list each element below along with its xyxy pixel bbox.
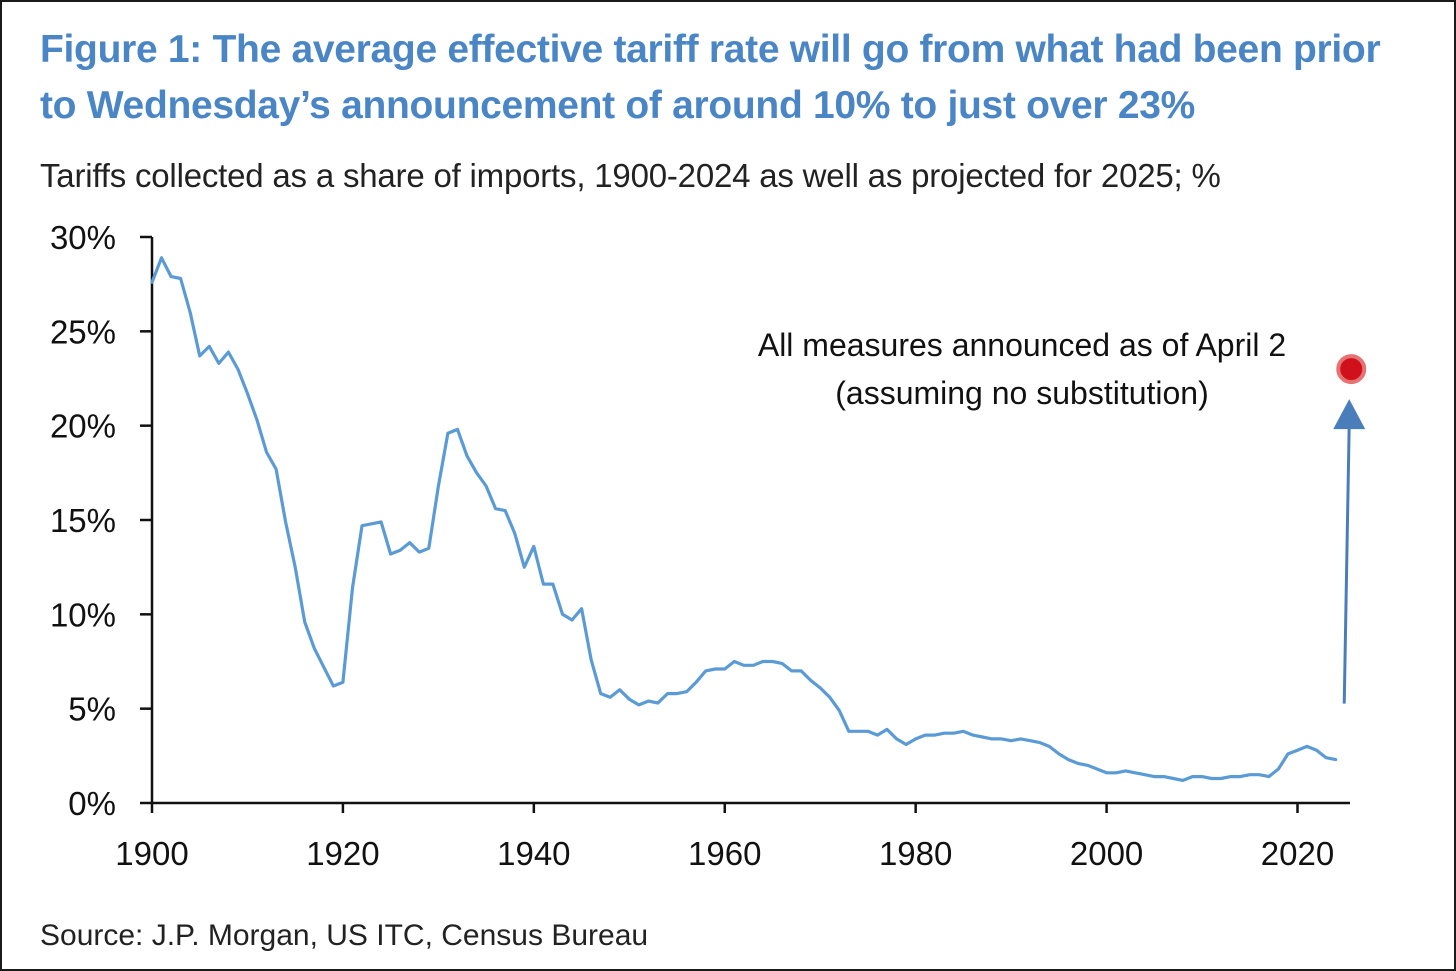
x-tick-label: 1980 — [879, 835, 952, 872]
title-line-1: Figure 1: The average effective tariff r… — [40, 28, 1381, 71]
x-tick-label: 1960 — [688, 835, 761, 872]
chart-title: Figure 1: The average effective tariff r… — [40, 22, 1440, 134]
x-tick-label: 2020 — [1261, 835, 1334, 872]
y-tick-label: 10% — [50, 596, 116, 633]
title-line-2: to Wednesday’s announcement of around 10… — [40, 84, 1196, 127]
y-axis: 0% 5% 10% 15% 20% 25% 30% — [50, 219, 154, 822]
projection-marker — [1336, 354, 1367, 385]
projection-arrow-shaft — [1342, 423, 1351, 704]
x-axis: 1900 1920 1940 1960 1980 2000 2020 — [115, 801, 1350, 872]
y-tick-label: 0% — [68, 785, 116, 822]
x-tick-label: 1920 — [306, 835, 379, 872]
annotation-line-1: All measures announced as of April 2 — [758, 327, 1286, 363]
y-tick-label: 20% — [50, 408, 116, 445]
x-tick-label: 1940 — [497, 835, 570, 872]
y-tick-label: 25% — [50, 313, 116, 350]
projection-arrow-head — [1333, 399, 1366, 430]
source-note: Source: J.P. Morgan, US ITC, Census Bure… — [40, 919, 649, 952]
x-tick-label: 1900 — [115, 835, 188, 872]
series-group — [150, 256, 1367, 782]
y-tick-label: 5% — [68, 691, 116, 728]
y-tick-label: 15% — [50, 502, 116, 539]
chart-subtitle: Tariffs collected as a share of imports,… — [40, 157, 1221, 194]
annotation-line-2: (assuming no substitution) — [835, 375, 1209, 411]
y-tick-label: 30% — [50, 219, 116, 256]
annotation-group: All measures announced as of April 2 (as… — [758, 327, 1286, 411]
tariff-rate-line — [150, 256, 1338, 782]
x-tick-label: 2000 — [1070, 835, 1143, 872]
